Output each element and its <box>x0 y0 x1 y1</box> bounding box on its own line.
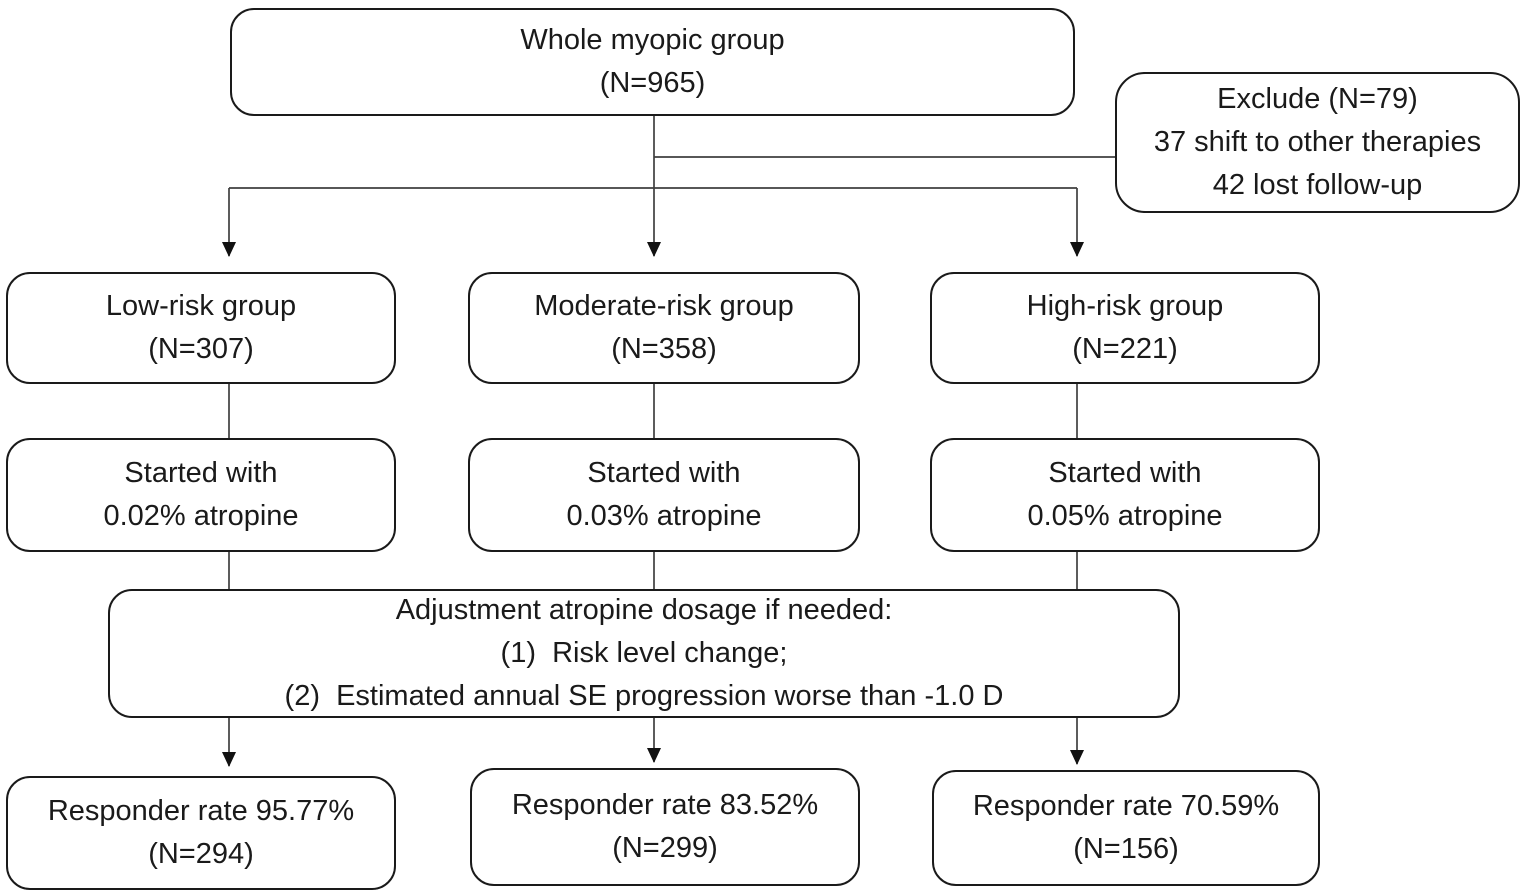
node-exclude: Exclude (N=79) 37 shift to other therapi… <box>1115 72 1520 213</box>
node-moderate-responder-rate: Responder rate 83.52% (N=299) <box>470 768 860 886</box>
node-adjustment-dosage: Adjustment atropine dosage if needed: (1… <box>108 589 1180 718</box>
node-whole-myopic-group: Whole myopic group (N=965) <box>230 8 1075 116</box>
node-high-result-line2: (N=156) <box>1073 833 1179 865</box>
node-moderate-risk-group: Moderate-risk group (N=358) <box>468 272 860 384</box>
node-moderate-result-line1: Responder rate 83.52% <box>511 789 819 821</box>
node-whole-line2: (N=965) <box>599 67 706 99</box>
node-low-start-line1: Started with <box>124 457 278 489</box>
node-high-responder-rate: Responder rate 70.59% (N=156) <box>932 770 1320 886</box>
node-moderate-start-line2: 0.03% atropine <box>566 500 762 532</box>
node-high-start-line1: Started with <box>1048 457 1202 489</box>
node-adjustment-line3: (2) Estimated annual SE progression wors… <box>284 680 1004 712</box>
node-high-started-atropine: Started with 0.05% atropine <box>930 438 1320 552</box>
node-moderate-start-line1: Started with <box>587 457 741 489</box>
node-high-risk-line1: High-risk group <box>1026 290 1224 322</box>
node-exclude-line2: 37 shift to other therapies <box>1153 126 1482 158</box>
node-low-responder-rate: Responder rate 95.77% (N=294) <box>6 776 396 890</box>
node-exclude-line3: 42 lost follow-up <box>1212 169 1423 201</box>
node-high-start-line2: 0.05% atropine <box>1027 500 1223 532</box>
node-whole-line1: Whole myopic group <box>520 24 785 56</box>
node-exclude-line1: Exclude (N=79) <box>1217 83 1418 115</box>
node-low-result-line2: (N=294) <box>148 838 254 870</box>
node-moderate-risk-line2: (N=358) <box>611 333 717 365</box>
node-adjustment-line1: Adjustment atropine dosage if needed: <box>395 594 893 626</box>
node-low-risk-line2: (N=307) <box>148 333 254 365</box>
node-low-result-line1: Responder rate 95.77% <box>47 795 355 827</box>
node-high-risk-group: High-risk group (N=221) <box>930 272 1320 384</box>
node-low-risk-group: Low-risk group (N=307) <box>6 272 396 384</box>
node-high-result-line1: Responder rate 70.59% <box>972 790 1280 822</box>
node-moderate-started-atropine: Started with 0.03% atropine <box>468 438 860 552</box>
node-high-risk-line2: (N=221) <box>1072 333 1178 365</box>
node-adjustment-line2: (1) Risk level change; <box>500 637 788 669</box>
node-low-started-atropine: Started with 0.02% atropine <box>6 438 396 552</box>
node-low-start-line2: 0.02% atropine <box>103 500 299 532</box>
node-low-risk-line1: Low-risk group <box>105 290 297 322</box>
node-moderate-risk-line1: Moderate-risk group <box>534 290 794 322</box>
node-moderate-result-line2: (N=299) <box>612 832 718 864</box>
